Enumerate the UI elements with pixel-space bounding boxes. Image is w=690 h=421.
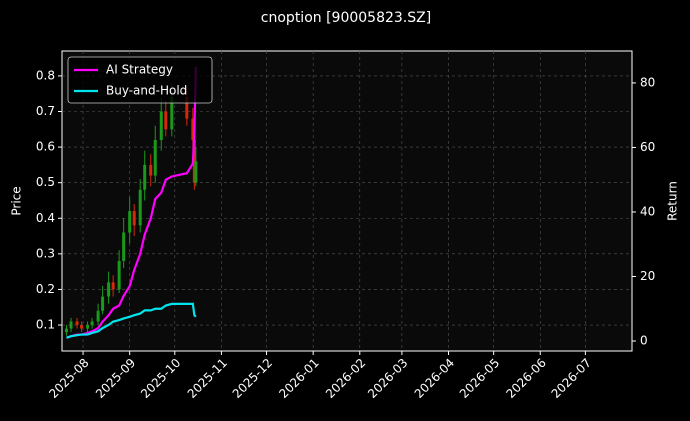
y-tick-label: 0.8: [36, 68, 55, 82]
y2-tick-label: 20: [640, 269, 655, 283]
legend-label: Buy-and-Hold: [106, 84, 187, 98]
candle-body: [122, 232, 126, 261]
candle-body: [75, 321, 79, 326]
line-series: [66, 302, 197, 339]
y-tick-label: 0.1: [36, 318, 55, 332]
line-series: [66, 66, 197, 339]
candle-body: [149, 164, 153, 176]
candle-body: [194, 161, 198, 183]
candle-body: [164, 111, 168, 130]
y-axis-label: Price: [10, 186, 24, 215]
y2-axis-label: Return: [666, 181, 680, 221]
candle-body: [191, 118, 195, 140]
y2-tick-label: 40: [640, 204, 655, 218]
candle-body: [111, 282, 115, 290]
y-tick-label: 0.3: [36, 246, 55, 260]
y2-tick-label: 0: [640, 334, 648, 348]
candle-body: [80, 325, 84, 329]
candle-body: [153, 139, 157, 176]
candle-body: [90, 321, 94, 326]
y-tick-label: 0.5: [36, 175, 55, 189]
candle-body: [96, 310, 100, 322]
candle-body: [192, 139, 196, 183]
y-tick-label: 0.2: [36, 282, 55, 296]
y2-tick-label: 60: [640, 140, 655, 154]
candle-body: [132, 211, 136, 226]
candle-body: [65, 328, 69, 333]
candle-body: [128, 211, 132, 233]
candle-body: [117, 260, 121, 290]
candle-body: [185, 97, 189, 119]
candle-body: [107, 282, 111, 297]
chart-title: cnoption [90005823.SZ]: [261, 10, 431, 26]
candle-body: [143, 164, 147, 190]
candle-body: [101, 296, 105, 311]
y-tick-label: 0.6: [36, 140, 55, 154]
legend-box: [67, 56, 213, 104]
candle-body: [170, 97, 174, 130]
candle-body: [159, 111, 163, 140]
legend-label: AI Strategy: [106, 63, 173, 77]
candle-body: [69, 321, 73, 329]
candle-body: [138, 189, 142, 226]
y-tick-label: 0.4: [36, 211, 55, 225]
y2-tick-label: 80: [640, 75, 655, 89]
y-tick-label: 0.7: [36, 104, 55, 118]
candle-body: [86, 325, 90, 329]
